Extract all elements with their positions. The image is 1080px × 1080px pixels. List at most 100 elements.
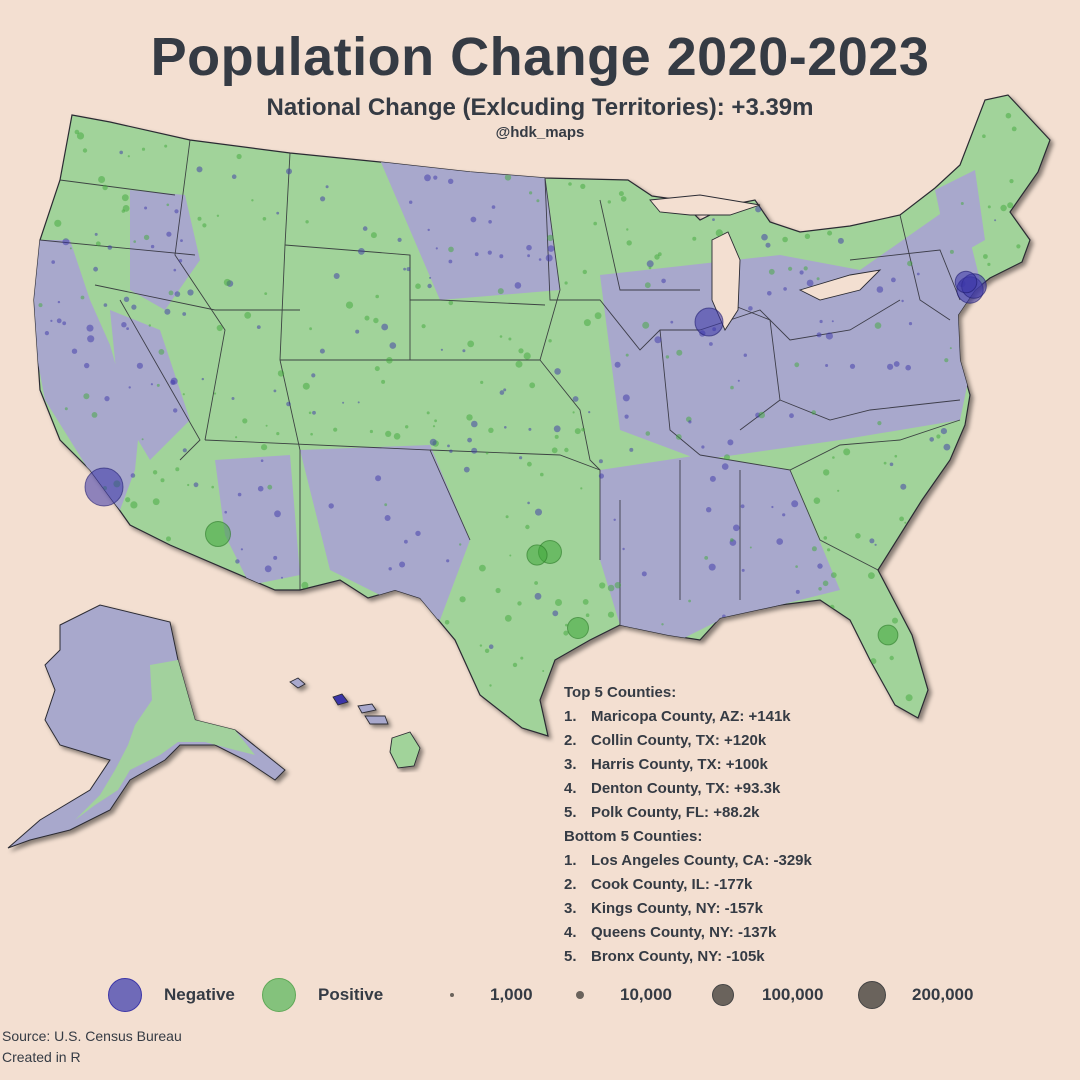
county-dot xyxy=(749,546,752,549)
county-dot xyxy=(170,379,176,385)
county-dot xyxy=(301,581,309,589)
county-dot xyxy=(529,191,533,195)
county-dot xyxy=(529,382,536,389)
county-dot xyxy=(504,426,507,429)
county-dot xyxy=(794,362,800,368)
county-dot xyxy=(127,155,130,158)
county-dot xyxy=(499,335,503,338)
county-dot xyxy=(388,567,392,571)
county-dot xyxy=(822,580,829,587)
county-dot xyxy=(598,473,605,479)
county-dot xyxy=(804,233,811,239)
county-dot xyxy=(143,234,150,241)
county-dot xyxy=(94,232,98,236)
county-dot xyxy=(370,232,377,239)
county-dot xyxy=(393,433,401,440)
county-dot xyxy=(527,501,530,505)
county-dot xyxy=(427,228,430,232)
county-dot xyxy=(593,221,597,226)
county-dot xyxy=(874,322,882,329)
county-dot xyxy=(554,368,561,375)
county-dot xyxy=(479,564,486,572)
county-dot xyxy=(311,373,316,378)
county-dot xyxy=(62,321,67,326)
county-dot xyxy=(201,377,204,381)
bottom-counties-list: 1. Los Angeles County, CA: -329k 2. Cook C… xyxy=(564,849,884,969)
county-dot xyxy=(499,390,505,395)
list-item: 3. Kings County, NY: -157k xyxy=(564,900,763,917)
county-dot xyxy=(572,411,575,414)
county-dot xyxy=(256,325,261,329)
county-dot xyxy=(594,312,602,320)
county-dot xyxy=(362,226,368,231)
county-dot xyxy=(265,424,268,427)
county-dot xyxy=(182,448,187,453)
county-dot xyxy=(375,294,380,299)
county-dot xyxy=(916,272,920,276)
county-dot xyxy=(156,383,160,387)
county-dot xyxy=(936,434,941,439)
list-item: 4. Denton County, TX: +93.3k xyxy=(564,780,781,797)
county-dot xyxy=(76,132,85,140)
county-dot xyxy=(240,548,243,551)
county-dot xyxy=(244,311,252,319)
county-dot xyxy=(277,370,285,377)
legend-size-10000: 10,000 xyxy=(576,978,672,1012)
county-dot xyxy=(889,462,894,467)
county-dot xyxy=(527,254,530,258)
county-dot xyxy=(534,592,542,600)
county-dot xyxy=(286,401,291,407)
county-dot xyxy=(98,176,106,183)
county-dot xyxy=(448,178,454,184)
county-dot xyxy=(645,431,651,436)
county-dot xyxy=(405,425,409,429)
county-dot xyxy=(876,286,884,293)
county-dot xyxy=(613,518,616,521)
legend-positive-label: Positive xyxy=(318,985,384,1004)
county-dot xyxy=(819,319,823,324)
county-dot xyxy=(727,439,734,446)
county-dot xyxy=(459,543,462,546)
county-dot xyxy=(904,521,907,524)
county-dot xyxy=(446,559,450,563)
county-dot xyxy=(158,349,165,355)
county-dot xyxy=(152,498,160,506)
county-dot xyxy=(174,209,179,214)
county-dot xyxy=(730,538,734,542)
county-dot xyxy=(515,360,523,368)
map-legend: Negative Positive 1,000 10,000 100,000 2… xyxy=(0,978,1080,1012)
county-dot xyxy=(38,303,43,308)
county-dot xyxy=(688,599,691,603)
county-dot xyxy=(103,303,108,307)
county-dot xyxy=(565,623,568,627)
county-dot xyxy=(1009,179,1014,184)
county-dot xyxy=(585,613,590,617)
region-nevada xyxy=(110,310,190,460)
county-dot xyxy=(276,211,280,215)
county-dot xyxy=(776,538,783,545)
county-dot xyxy=(44,331,50,336)
county-dot xyxy=(737,379,740,382)
county-dot xyxy=(286,168,292,175)
county-dot xyxy=(333,427,338,432)
county-dot xyxy=(415,283,421,290)
county-dot xyxy=(415,530,421,537)
hawaii xyxy=(289,677,421,769)
county-dot xyxy=(345,301,354,309)
list-item: 5. Polk County, FL: +88.2k xyxy=(564,804,760,821)
county-dot xyxy=(816,277,820,281)
county-dot xyxy=(701,445,705,449)
county-dot xyxy=(899,516,904,522)
county-dot xyxy=(166,203,170,207)
county-dot xyxy=(870,658,877,665)
county-dot xyxy=(580,183,586,189)
list-item: 1. Los Angeles County, CA: -329k xyxy=(564,852,812,869)
county-dot xyxy=(325,185,329,189)
county-dot xyxy=(404,539,408,544)
alaska-positive-area xyxy=(75,660,255,820)
region-mountain-west xyxy=(215,455,300,585)
region-coastal-california xyxy=(34,240,140,510)
county-dot xyxy=(614,582,621,589)
region-new-england-north xyxy=(935,170,985,260)
